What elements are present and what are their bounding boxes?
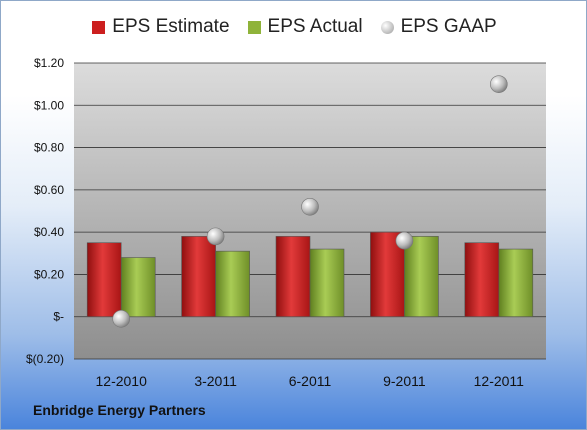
legend-swatch-eps-estimate: [92, 20, 106, 34]
x-tick-label-4: 12-2011: [474, 373, 525, 389]
point-gaap-3: [395, 231, 414, 250]
y-tick-label-2: $0.80: [34, 141, 64, 155]
legend-item-eps-actual: EPS Actual: [247, 16, 363, 38]
legend-swatch-eps-gaap: [380, 20, 394, 34]
y-tick-label-0: $1.20: [34, 56, 64, 70]
bar-estimate-0: [86, 242, 122, 318]
legend-swatch-eps-actual: [247, 20, 261, 34]
bar-estimate-4: [464, 242, 500, 318]
bar-estimate-2: [275, 236, 311, 318]
y-tick-label-5: $0.20: [34, 267, 64, 281]
legend-label-eps-estimate: EPS Estimate: [112, 16, 230, 37]
bar-estimate-1: [181, 236, 216, 318]
x-tick-label-1: 3-2011: [194, 373, 237, 389]
y-tick-label-3: $0.60: [34, 183, 64, 197]
bar-actual-4: [498, 248, 534, 318]
bar-actual-2: [309, 248, 345, 318]
point-gaap-4: [489, 75, 508, 93]
point-gaap-0: [112, 310, 130, 328]
legend: EPS Estimate EPS Actual EPS GAAP: [1, 16, 586, 38]
legend-label-eps-gaap: EPS GAAP: [400, 16, 497, 37]
legend-label-eps-actual: EPS Actual: [267, 16, 363, 37]
x-tick-label-3: 9-2011: [383, 373, 426, 389]
point-gaap-1: [206, 227, 225, 246]
y-tick-label-4: $0.40: [34, 225, 64, 239]
y-tick-label-6: $-: [53, 310, 64, 324]
bar-actual-1: [215, 250, 250, 318]
legend-item-eps-estimate: EPS Estimate: [92, 16, 230, 38]
x-tick-label-2: 6-2011: [289, 373, 332, 389]
y-tick-label-7: $(0.20): [26, 352, 64, 366]
x-tick-label-0: 12-2010: [96, 373, 148, 389]
legend-item-eps-gaap: EPS GAAP: [380, 16, 497, 38]
y-tick-label-1: $1.00: [34, 98, 64, 112]
company-name: Enbridge Energy Partners: [33, 402, 206, 418]
bar-actual-0: [120, 257, 156, 318]
bar-actual-3: [404, 236, 439, 318]
point-gaap-2: [301, 197, 319, 216]
